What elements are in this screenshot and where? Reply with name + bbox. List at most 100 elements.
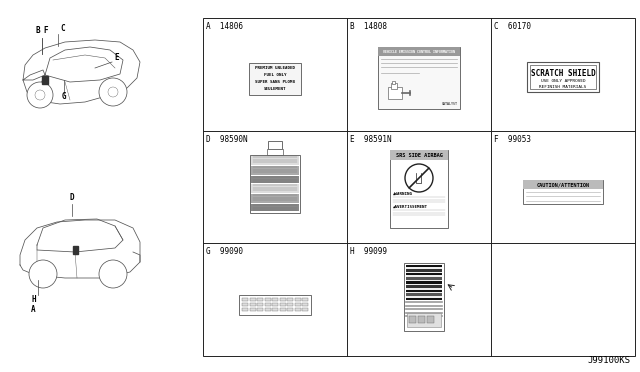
Bar — [523, 180, 603, 189]
Bar — [242, 303, 248, 306]
Bar — [280, 298, 285, 301]
Text: SEULEMENT: SEULEMENT — [264, 87, 286, 92]
Bar — [388, 87, 402, 99]
Bar — [406, 296, 442, 298]
Bar — [264, 303, 271, 306]
Text: SCRATCH SHIELD: SCRATCH SHIELD — [531, 69, 595, 78]
Bar — [523, 180, 603, 204]
Bar — [272, 308, 278, 311]
Bar — [407, 313, 441, 327]
Bar — [251, 194, 299, 203]
Bar — [406, 277, 442, 280]
Bar — [280, 308, 285, 311]
Bar — [249, 63, 301, 95]
Bar — [406, 280, 442, 281]
Bar — [250, 155, 300, 213]
Bar — [250, 308, 255, 311]
Text: H  99099: H 99099 — [350, 247, 387, 256]
Bar — [378, 47, 460, 109]
Bar — [302, 308, 308, 311]
Bar — [251, 166, 299, 175]
Text: CAUTION/ATTENTION: CAUTION/ATTENTION — [536, 182, 589, 187]
Bar — [404, 263, 444, 331]
Circle shape — [99, 260, 127, 288]
Bar — [302, 303, 308, 306]
Bar — [302, 298, 308, 301]
Bar — [390, 150, 448, 160]
Bar — [257, 303, 263, 306]
Text: B  14808: B 14808 — [350, 22, 387, 31]
Bar — [409, 316, 416, 323]
Bar — [406, 290, 442, 292]
Bar — [73, 246, 78, 254]
Bar — [264, 298, 271, 301]
Text: H: H — [31, 295, 36, 304]
Bar — [42, 76, 48, 84]
Text: SRS SIDE AIRBAG: SRS SIDE AIRBAG — [396, 153, 442, 157]
Bar — [406, 281, 442, 284]
Text: FUEL ONLY: FUEL ONLY — [264, 73, 286, 77]
Bar — [242, 308, 248, 311]
Bar — [406, 293, 442, 296]
Text: PREMIUM UNLEADED: PREMIUM UNLEADED — [255, 66, 295, 70]
Bar — [406, 272, 442, 273]
Bar — [406, 267, 442, 269]
Text: D: D — [70, 193, 75, 202]
Bar — [287, 308, 293, 311]
Bar — [251, 184, 299, 193]
Circle shape — [35, 90, 45, 100]
Text: J99100KS: J99100KS — [587, 356, 630, 365]
Bar — [294, 298, 301, 301]
Bar — [250, 298, 255, 301]
Text: C  60170: C 60170 — [494, 22, 531, 31]
Bar — [294, 303, 301, 306]
Text: SUPER SANS PLOMB: SUPER SANS PLOMB — [255, 80, 295, 84]
Bar — [406, 269, 442, 272]
Circle shape — [29, 260, 57, 288]
Text: D  98590N: D 98590N — [206, 135, 248, 144]
Circle shape — [99, 78, 127, 106]
Circle shape — [27, 82, 53, 108]
Bar — [406, 273, 442, 275]
Bar — [406, 285, 442, 288]
Bar — [280, 303, 285, 306]
Bar — [287, 298, 293, 301]
Text: F  99053: F 99053 — [494, 135, 531, 144]
Text: G  99090: G 99090 — [206, 247, 243, 256]
Bar — [287, 303, 293, 306]
Bar — [251, 176, 299, 183]
Bar — [251, 156, 299, 165]
Circle shape — [108, 87, 118, 97]
Bar — [378, 47, 460, 56]
Text: ▲AVERTISSEMENT: ▲AVERTISSEMENT — [393, 205, 428, 209]
Bar — [251, 204, 299, 211]
Text: F: F — [43, 26, 47, 35]
Text: G: G — [62, 92, 67, 101]
Text: A  14806: A 14806 — [206, 22, 243, 31]
Text: CATALYST: CATALYST — [442, 102, 458, 106]
Text: E  98591N: E 98591N — [350, 135, 392, 144]
Bar — [239, 295, 311, 315]
Bar — [257, 298, 263, 301]
Bar — [203, 18, 635, 356]
Text: C: C — [60, 24, 65, 33]
Circle shape — [405, 164, 433, 192]
Bar — [406, 288, 442, 290]
Bar — [427, 316, 434, 323]
Text: ▲WARNING: ▲WARNING — [393, 192, 413, 196]
Bar — [406, 298, 442, 300]
Bar — [264, 308, 271, 311]
Bar — [391, 83, 397, 89]
Bar — [406, 292, 442, 293]
Text: E: E — [114, 53, 118, 62]
Bar — [418, 316, 425, 323]
Bar — [268, 141, 282, 149]
Bar — [406, 275, 442, 277]
Text: USE ONLY APPROVED: USE ONLY APPROVED — [541, 79, 586, 83]
Bar — [257, 308, 263, 311]
Bar — [392, 81, 395, 84]
Bar — [294, 308, 301, 311]
Bar — [267, 149, 283, 155]
Bar — [406, 264, 442, 267]
Text: B: B — [36, 26, 40, 35]
